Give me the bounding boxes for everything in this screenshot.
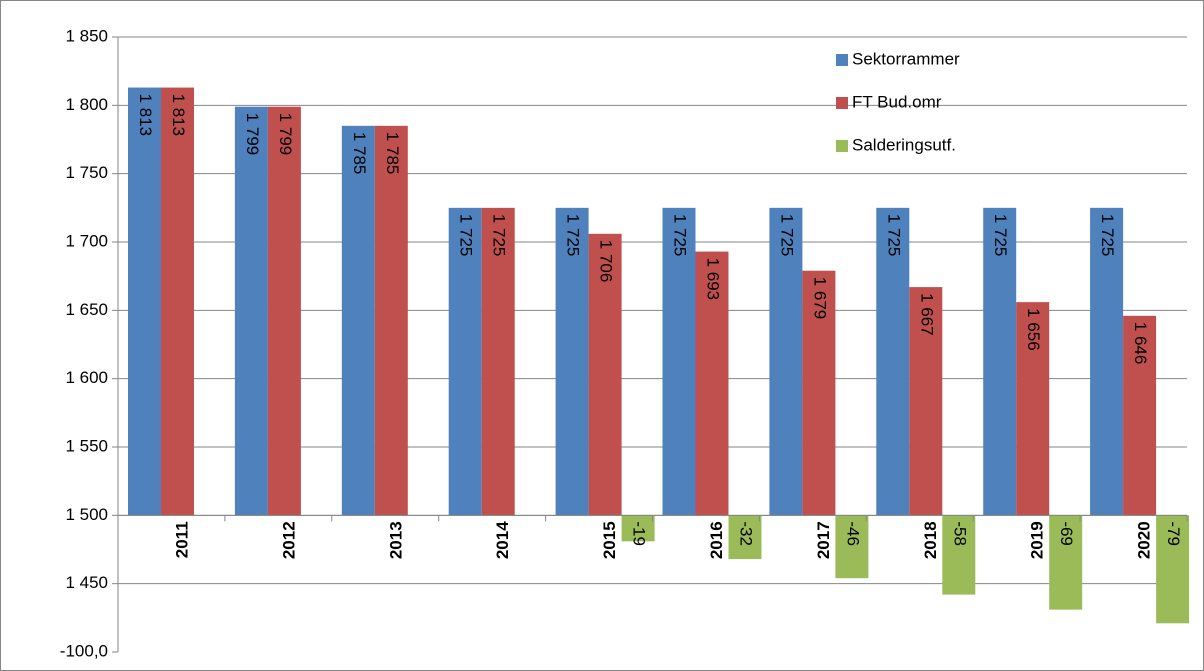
x-tick-label: 2018 — [921, 521, 940, 559]
data-label: 1 725 — [457, 214, 476, 257]
bar — [128, 87, 161, 516]
data-label: 1 813 — [169, 94, 188, 137]
bar — [234, 106, 268, 516]
data-label: 1 725 — [1098, 214, 1117, 257]
data-label: 1 725 — [564, 214, 583, 257]
data-label: 1 679 — [810, 277, 829, 320]
bar — [1090, 207, 1124, 516]
data-label: 1 725 — [991, 214, 1010, 257]
data-label: 1 785 — [383, 132, 402, 175]
x-tick-label: 2019 — [1028, 521, 1047, 559]
bar — [1123, 315, 1157, 516]
bar — [942, 515, 976, 595]
bar — [728, 515, 762, 560]
bar — [662, 207, 696, 516]
bar — [161, 87, 194, 516]
data-label: 1 706 — [597, 240, 616, 283]
legend-label: Salderingsutf. — [852, 135, 956, 154]
data-label: 1 725 — [884, 214, 903, 257]
x-tick-label: 2012 — [279, 521, 298, 559]
data-label: 1 667 — [917, 293, 936, 336]
data-label: 1 813 — [136, 94, 155, 137]
data-label: 1 785 — [350, 132, 369, 175]
legend-label: Sektorrammer — [852, 49, 960, 68]
data-label: 1 725 — [490, 214, 509, 257]
data-label: -46 — [843, 521, 862, 546]
x-tick-label: 2020 — [1135, 521, 1154, 559]
data-label: -79 — [1164, 521, 1183, 546]
x-tick-label: 2013 — [386, 521, 405, 559]
x-tick-label: 2011 — [172, 521, 191, 558]
data-label: 1 656 — [1024, 308, 1043, 351]
bar — [835, 515, 869, 579]
legend-swatch — [836, 140, 848, 152]
legend-label: FT Bud.omr — [852, 92, 942, 111]
legend-swatch — [836, 54, 848, 66]
data-label: -58 — [950, 521, 969, 546]
x-tick-label: 2014 — [493, 521, 512, 559]
y-tick-label: 1 700 — [65, 231, 108, 250]
bar — [909, 287, 943, 516]
bar — [802, 270, 836, 516]
legend-swatch — [836, 97, 848, 109]
bar — [621, 515, 655, 542]
y-tick-label: 1 550 — [65, 436, 108, 455]
data-label: 1 725 — [671, 214, 690, 257]
data-label: 1 725 — [777, 214, 796, 257]
bar — [1156, 515, 1190, 624]
bar — [1049, 515, 1083, 610]
bar — [876, 207, 910, 516]
data-label: -19 — [630, 521, 649, 546]
data-label: 1 693 — [704, 258, 723, 301]
bar — [267, 106, 301, 516]
y-tick-label: 1 750 — [65, 163, 108, 182]
y-tick-label: 1 850 — [65, 26, 108, 45]
x-tick-label: 2017 — [814, 521, 833, 559]
bar — [1016, 302, 1050, 516]
bar — [588, 233, 622, 516]
bar — [341, 125, 375, 516]
data-label: 1 799 — [243, 113, 262, 156]
x-tick-label: 2016 — [707, 521, 726, 559]
y-tick-label: 1 450 — [65, 573, 108, 592]
bar — [555, 207, 589, 516]
data-label: 1 646 — [1131, 322, 1150, 365]
data-label: -32 — [737, 521, 756, 546]
data-label: -69 — [1057, 521, 1076, 546]
y-tick-label: 1 500 — [65, 505, 108, 524]
bar — [374, 125, 408, 516]
y-tick-label: 1 650 — [65, 300, 108, 319]
y-tick-label: 1 800 — [65, 95, 108, 114]
y-tick-label: 1 600 — [65, 368, 108, 387]
x-tick-label: 2015 — [600, 521, 619, 559]
bar — [769, 207, 803, 516]
bar — [983, 207, 1017, 516]
data-label: 1 799 — [276, 113, 295, 156]
y2-tick-label: -100,0 — [60, 641, 108, 660]
bar — [481, 207, 515, 516]
bar — [695, 251, 729, 516]
bar — [448, 207, 482, 516]
